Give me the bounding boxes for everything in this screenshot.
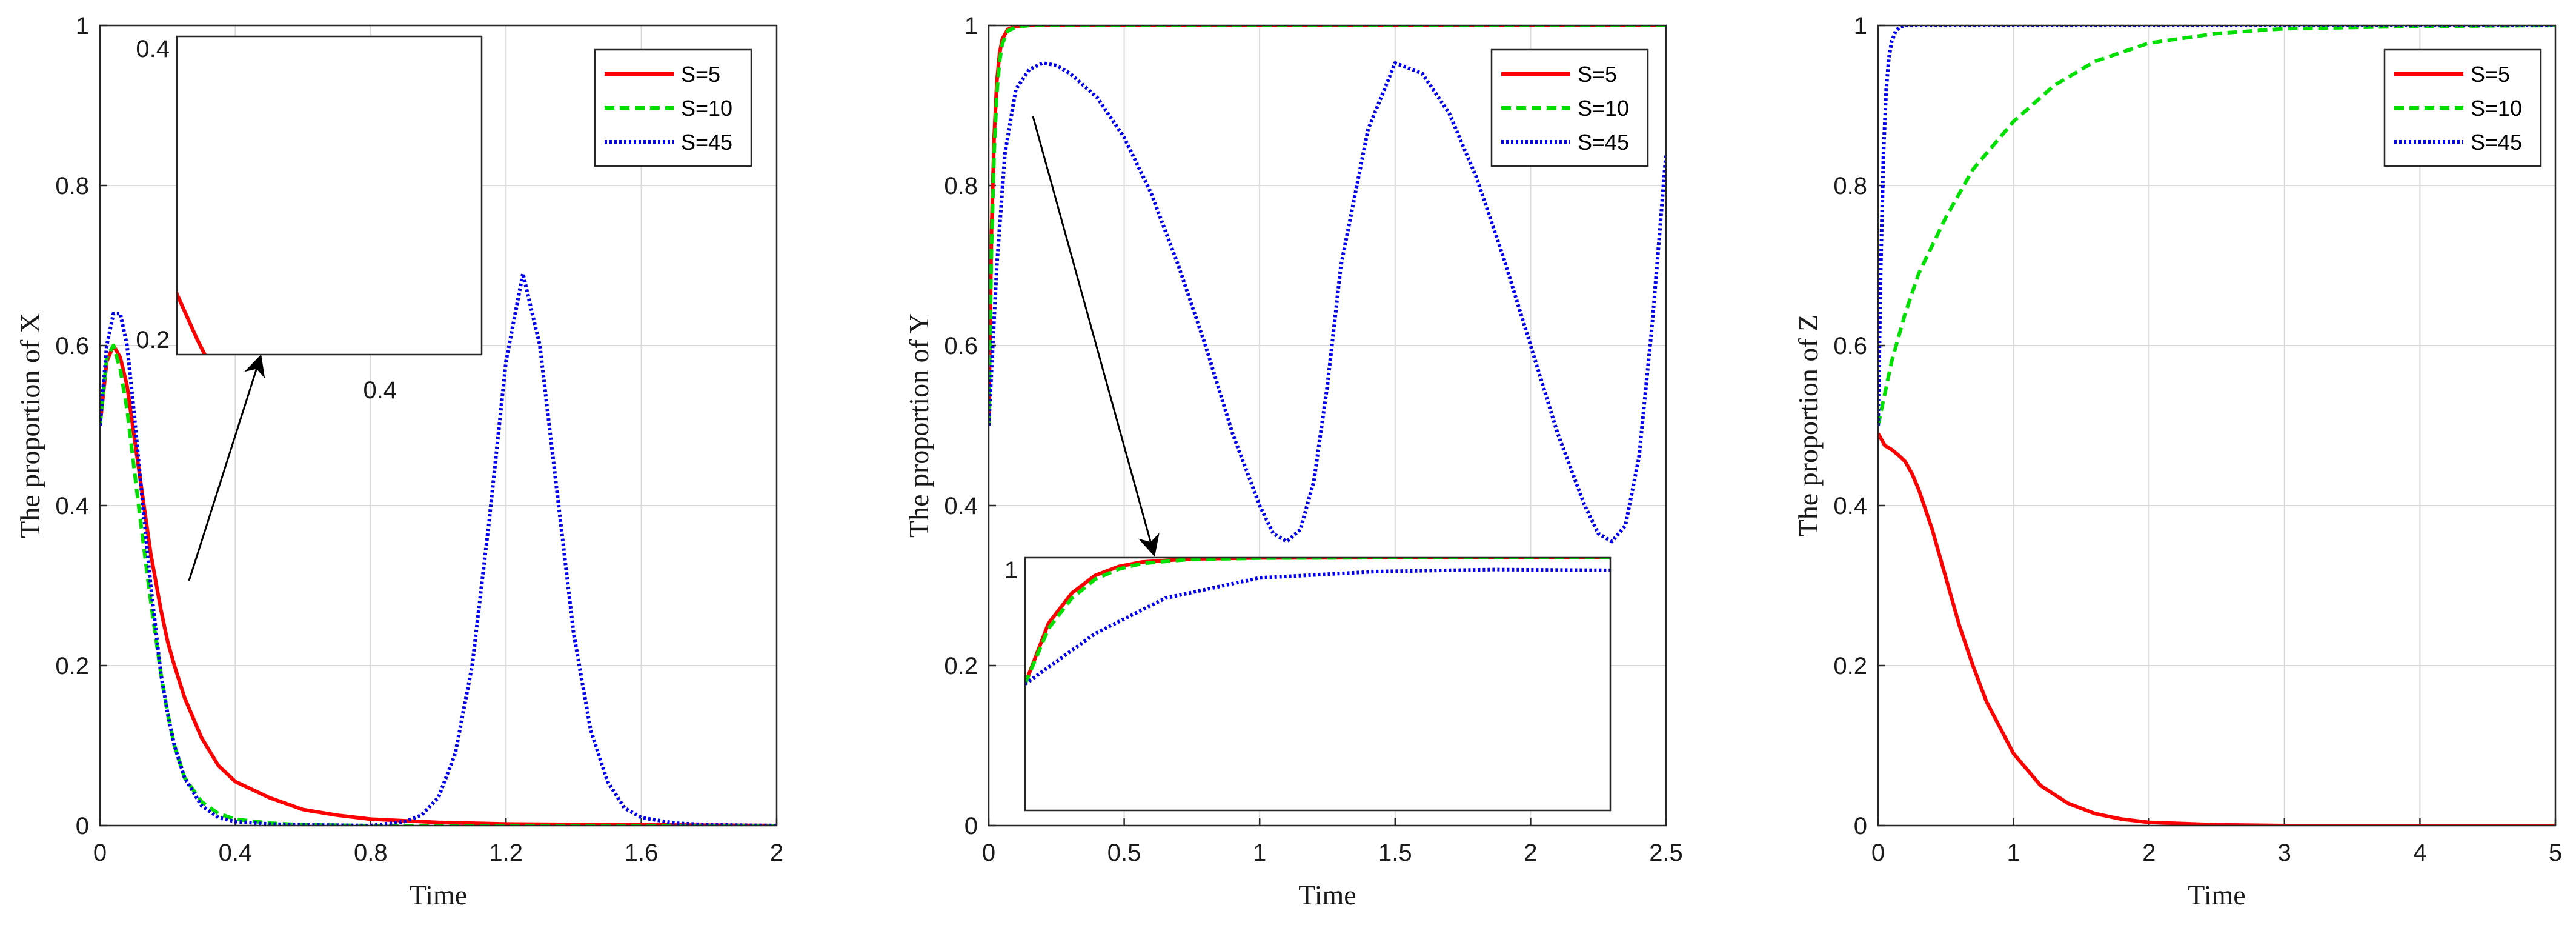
x-tick-label: 2 [770, 840, 783, 866]
legend-label: S=45 [2471, 130, 2522, 155]
chart-panel: 0 0.4 0.8 1.2 1.6 2 0 0.2 0.4 0.6 0.8 1 Time The prop… [15, 13, 783, 910]
x-tick-label: 3 [2278, 840, 2291, 866]
legend-label: S=5 [681, 62, 720, 87]
series-line [989, 61, 1666, 544]
zoom-arrow [188, 354, 265, 581]
x-tick-label: 0 [982, 840, 995, 866]
x-axis-label: Time [410, 880, 467, 910]
x-tick-label: 4 [2413, 840, 2426, 866]
y-axis-label: The proportion of X [15, 313, 45, 538]
legend: S=5 S=10 S=45 [1490, 48, 1649, 167]
inset-y-tick-label: 0.4 [136, 36, 170, 62]
x-tick-label: 1.5 [1378, 840, 1412, 866]
legend-label: S=5 [2471, 62, 2510, 87]
x-tick-label: 1.2 [489, 840, 523, 866]
inset-zoom: 1 [1004, 556, 1612, 812]
inset-y-tick-label: 0.2 [136, 327, 170, 353]
x-tick-label: 2 [2142, 840, 2156, 866]
y-tick-label: 1 [964, 13, 978, 39]
x-tick-label: 0.8 [354, 840, 388, 866]
y-tick-label: 0 [76, 813, 89, 840]
y-tick-label: 0 [1854, 813, 1867, 840]
x-tick-label: 0.4 [219, 840, 253, 866]
series-line [1878, 25, 2555, 426]
x-axis-label: Time [2188, 880, 2245, 910]
y-tick-label: 0.4 [944, 493, 978, 519]
legend-label: S=10 [2471, 96, 2522, 121]
series-line [1878, 432, 2555, 826]
y-tick-label: 0.6 [55, 333, 89, 359]
x-tick-label: 1 [2007, 840, 2020, 866]
y-tick-label: 1 [76, 13, 89, 39]
plot-frame [988, 24, 1667, 827]
x-tick-label: 1 [1253, 840, 1266, 866]
inset-zoom: 0.2 0.4 0.4 [136, 35, 483, 404]
y-tick-label: 0.2 [944, 653, 978, 680]
y-tick-label: 0 [964, 813, 978, 840]
inset-frame [176, 35, 483, 356]
legend-label: S=45 [1578, 130, 1629, 155]
y-tick-label: 0.8 [1833, 173, 1867, 199]
chart-panel: 0 1 2 3 4 5 0 0.2 0.4 0.6 0.8 1 Time The proportion o… [1793, 13, 2562, 910]
x-tick-label: 1.6 [625, 840, 659, 866]
inset-frame [1024, 556, 1612, 812]
y-tick-label: 0.4 [1833, 493, 1867, 519]
series-line [100, 272, 777, 826]
series-line [1025, 558, 1610, 685]
inset-y-tick-label: 1 [1004, 557, 1018, 584]
legend-label: S=5 [1578, 62, 1617, 87]
legend-label: S=45 [681, 130, 732, 155]
y-tick-label: 0.2 [1833, 653, 1867, 680]
y-tick-label: 0.6 [944, 333, 978, 359]
series-line [1025, 567, 1610, 686]
x-tick-label: 0 [93, 840, 107, 866]
legend: S=5 S=10 S=45 [2383, 48, 2542, 167]
inset-x-tick-label: 0.4 [363, 377, 397, 404]
series-line [100, 344, 777, 826]
y-tick-label: 0.8 [944, 173, 978, 199]
y-tick-label: 0.4 [55, 493, 89, 519]
x-tick-label: 0 [1871, 840, 1885, 866]
x-tick-label: 2 [1524, 840, 1537, 866]
inset-background [1025, 558, 1610, 810]
y-tick-label: 0.8 [55, 173, 89, 199]
y-axis-label: The proportion of Z [1793, 315, 1824, 537]
x-tick-label: 0.5 [1107, 840, 1141, 866]
chart-panel: 0 0.5 1 1.5 2 2.5 0 0.2 0.4 0.6 0.8 1 Time The propor… [903, 13, 1683, 910]
series-line [100, 344, 777, 826]
y-tick-label: 0.6 [1833, 333, 1867, 359]
x-tick-label: 2.5 [1649, 840, 1683, 866]
legend-label: S=10 [681, 96, 732, 121]
x-axis-label: Time [1298, 880, 1356, 910]
plot-frame [1877, 24, 2557, 827]
inset-background [177, 36, 482, 355]
y-tick-label: 1 [1854, 13, 1867, 39]
zoom-arrow [1032, 116, 1160, 557]
series-line [1878, 25, 2555, 426]
series-line [989, 25, 1666, 426]
legend-label: S=10 [1578, 96, 1629, 121]
plot-frame [99, 24, 778, 827]
legend: S=5 S=10 S=45 [594, 48, 752, 167]
y-tick-label: 0.2 [55, 653, 89, 680]
x-tick-label: 5 [2549, 840, 2562, 866]
y-axis-label: The proportion of Y [903, 313, 934, 538]
